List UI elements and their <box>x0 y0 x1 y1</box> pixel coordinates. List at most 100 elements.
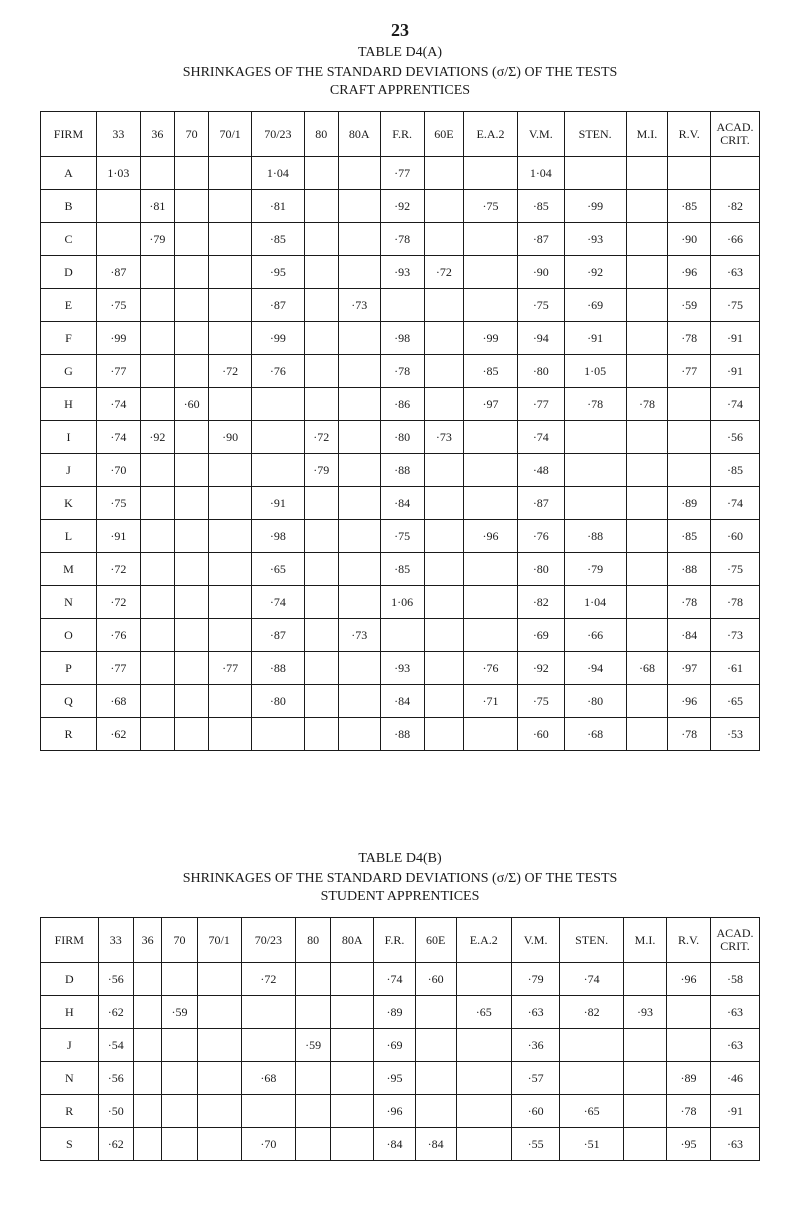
table-row: H·74·60·86·97·77·78·78·74 <box>41 388 760 421</box>
table-cell <box>424 322 464 355</box>
table-cell: ·69 <box>564 289 626 322</box>
table-cell: ·91 <box>711 355 760 388</box>
table-row: C·79·85·78·87·93·90·66 <box>41 223 760 256</box>
table-cell: ·73 <box>424 421 464 454</box>
table-cell: ·73 <box>338 289 380 322</box>
table-cell: P <box>41 652 97 685</box>
table-cell <box>140 586 174 619</box>
table-cell: O <box>41 619 97 652</box>
table-cell <box>175 685 209 718</box>
table-cell <box>175 454 209 487</box>
table-header: M.I. <box>623 918 666 963</box>
table-cell <box>209 454 252 487</box>
table-cell: ·80 <box>252 685 305 718</box>
table-a-label: TABLE D4(A) <box>40 45 760 61</box>
table-cell: ·77 <box>517 388 564 421</box>
table-cell <box>140 520 174 553</box>
table-cell: ·89 <box>667 1062 711 1095</box>
table-cell <box>175 256 209 289</box>
table-cell: D <box>41 256 97 289</box>
table-cell <box>564 487 626 520</box>
table-cell <box>175 520 209 553</box>
table-cell: G <box>41 355 97 388</box>
table-cell <box>623 1062 666 1095</box>
table-header: 70/23 <box>241 918 295 963</box>
table-cell: ·84 <box>380 685 424 718</box>
table-cell: ·75 <box>96 487 140 520</box>
table-cell <box>626 487 668 520</box>
table-cell <box>338 322 380 355</box>
table-cell: ·80 <box>517 355 564 388</box>
table-cell <box>304 223 338 256</box>
table-cell <box>175 289 209 322</box>
table-cell: ·97 <box>668 652 711 685</box>
table-cell: ·82 <box>560 996 624 1029</box>
table-cell: A <box>41 157 97 190</box>
table-cell: 1·04 <box>517 157 564 190</box>
table-cell <box>338 421 380 454</box>
table-cell: J <box>41 454 97 487</box>
table-cell <box>197 963 241 996</box>
table-cell: ·77 <box>96 355 140 388</box>
table-cell: ·85 <box>517 190 564 223</box>
table-cell: ·65 <box>711 685 760 718</box>
table-cell: 1·03 <box>96 157 140 190</box>
table-cell <box>197 1029 241 1062</box>
table-cell <box>424 487 464 520</box>
table-cell: ·54 <box>98 1029 133 1062</box>
table-cell <box>626 355 668 388</box>
table-cell: ·91 <box>711 322 760 355</box>
table-cell <box>296 1062 331 1095</box>
table-cell: ·76 <box>464 652 518 685</box>
table-cell <box>304 289 338 322</box>
table-header: 36 <box>140 112 174 157</box>
table-cell <box>175 421 209 454</box>
table-a: FIRM33367070/170/238080AF.R.60EE.A.2V.M.… <box>40 111 760 751</box>
table-header: 80 <box>296 918 331 963</box>
table-cell <box>209 718 252 751</box>
table-cell: ·74 <box>374 963 415 996</box>
table-cell: R <box>41 1095 99 1128</box>
table-cell <box>133 1095 162 1128</box>
table-cell: ·87 <box>252 619 305 652</box>
table-cell: ·65 <box>252 553 305 586</box>
table-cell: ·55 <box>511 1128 559 1161</box>
table-cell: ·85 <box>464 355 518 388</box>
table-cell: 1·06 <box>380 586 424 619</box>
table-cell <box>626 553 668 586</box>
table-header: 60E <box>424 112 464 157</box>
table-cell <box>175 619 209 652</box>
table-cell <box>304 652 338 685</box>
table-cell <box>424 553 464 586</box>
table-cell <box>162 1095 197 1128</box>
table-cell: ·87 <box>252 289 305 322</box>
table-cell: ·75 <box>711 289 760 322</box>
table-cell <box>424 718 464 751</box>
table-cell <box>338 718 380 751</box>
table-row: J·70·79·88·48·85 <box>41 454 760 487</box>
table-cell: ·59 <box>296 1029 331 1062</box>
table-cell: ·72 <box>209 355 252 388</box>
table-cell: ·98 <box>380 322 424 355</box>
table-cell: ·98 <box>252 520 305 553</box>
table-cell <box>424 619 464 652</box>
table-cell <box>626 718 668 751</box>
table-cell: ·50 <box>98 1095 133 1128</box>
table-cell <box>331 1128 374 1161</box>
table-cell <box>304 355 338 388</box>
table-cell <box>175 487 209 520</box>
table-cell <box>464 586 518 619</box>
table-cell <box>331 963 374 996</box>
table-cell: ·78 <box>668 322 711 355</box>
table-cell <box>304 586 338 619</box>
table-header: ACAD.CRIT. <box>711 112 760 157</box>
table-cell <box>209 157 252 190</box>
table-cell <box>623 1095 666 1128</box>
table-cell: ·66 <box>711 223 760 256</box>
table-cell: ·78 <box>668 718 711 751</box>
table-cell: ·72 <box>424 256 464 289</box>
table-cell <box>564 421 626 454</box>
table-header: STEN. <box>560 918 624 963</box>
table-cell: ·74 <box>711 487 760 520</box>
table-cell: ·68 <box>626 652 668 685</box>
